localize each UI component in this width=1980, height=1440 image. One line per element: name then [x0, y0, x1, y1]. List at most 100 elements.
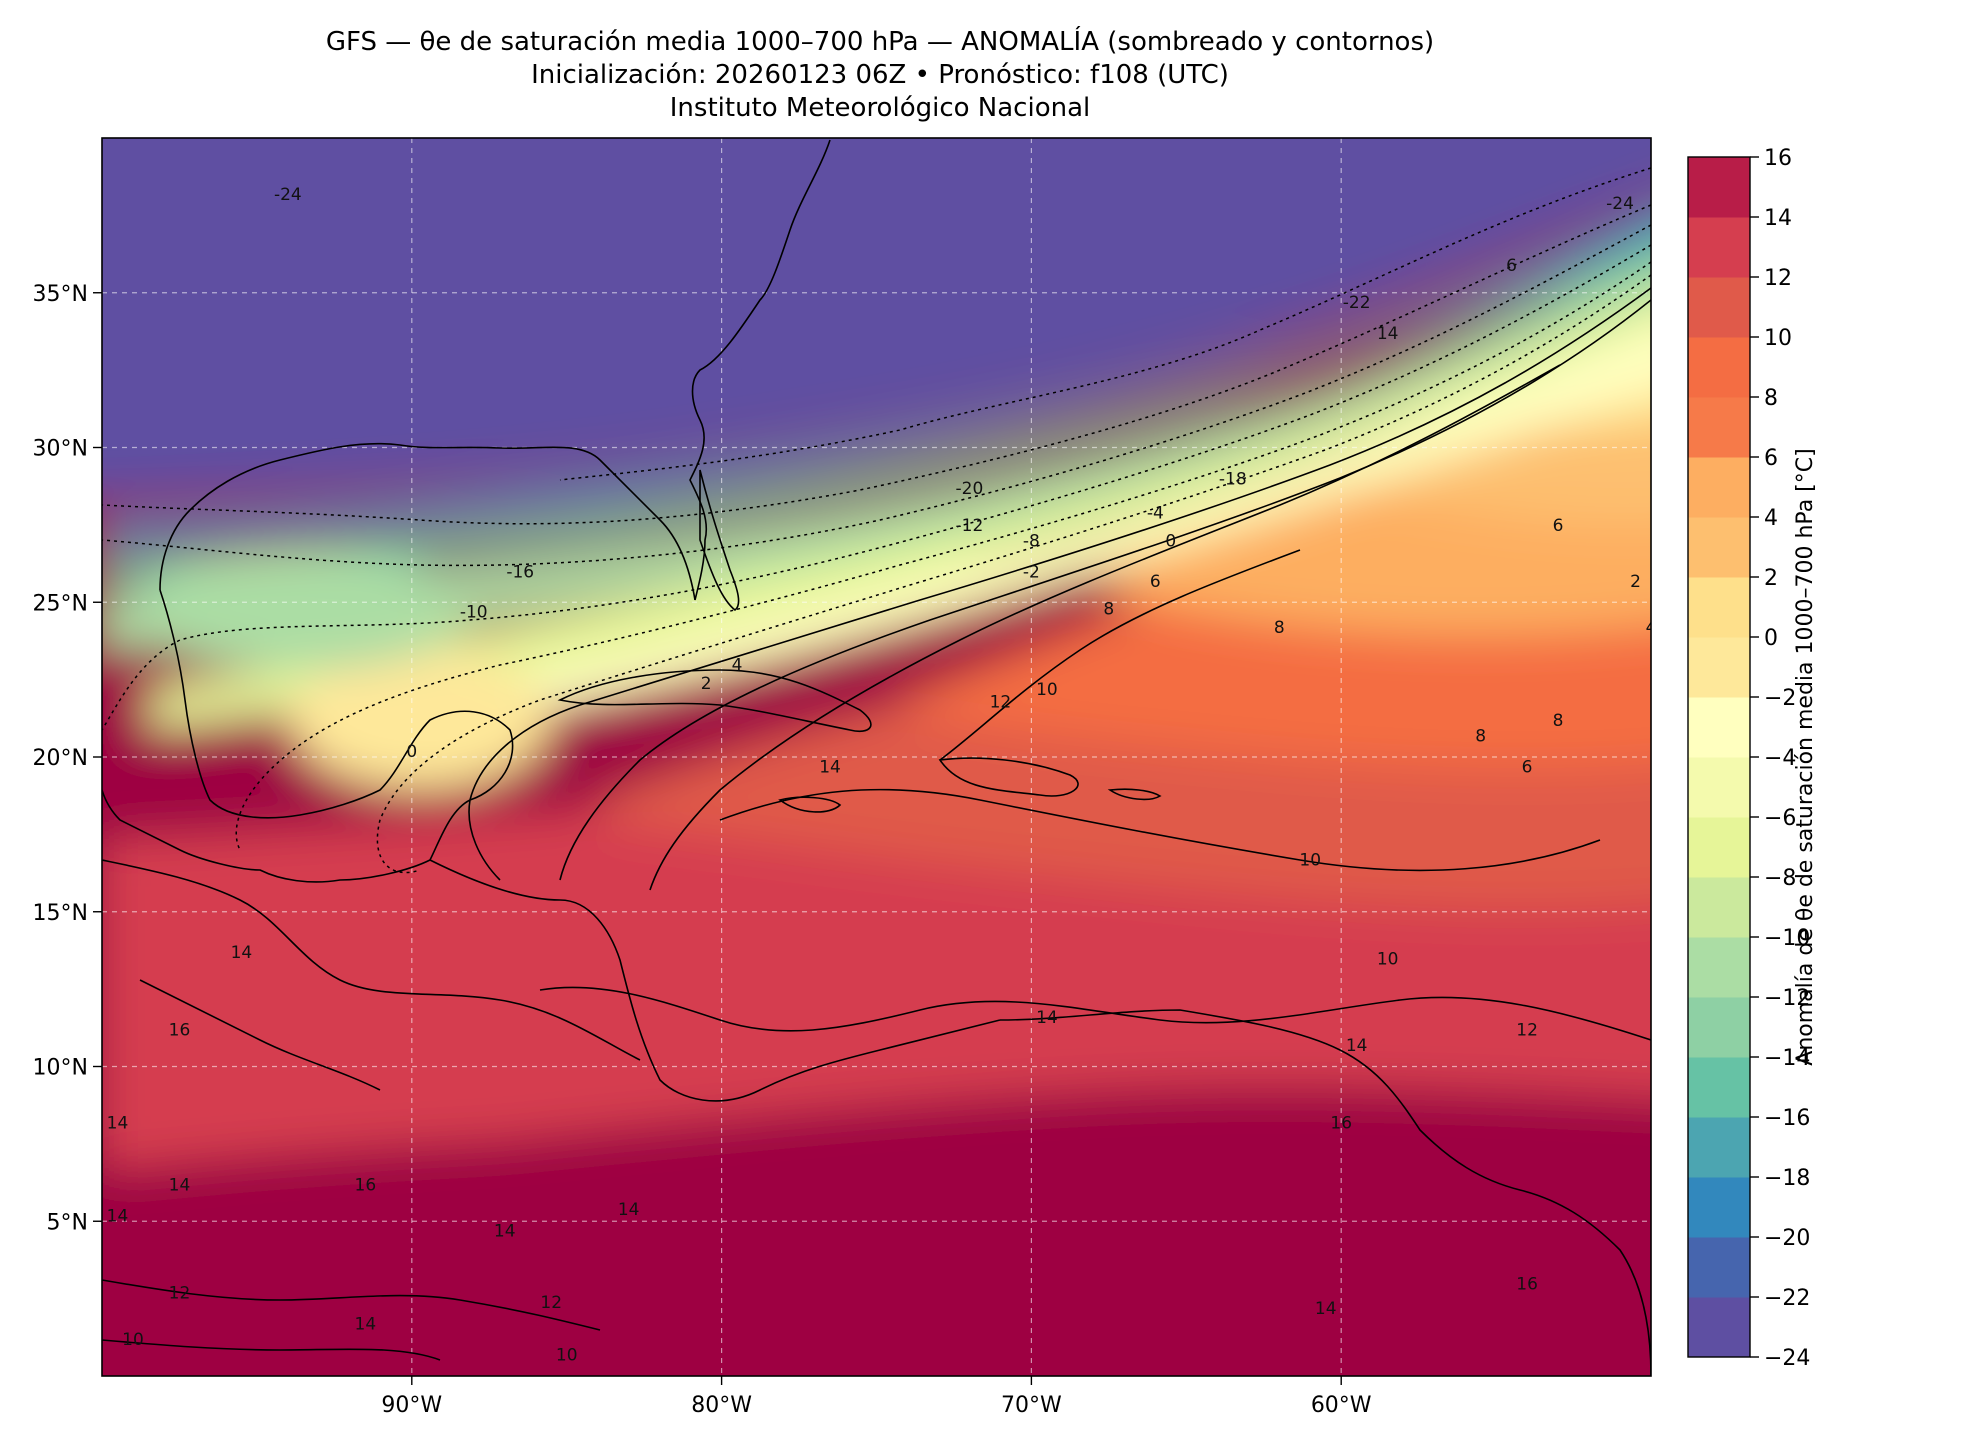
contour-20 [102, 204, 1651, 525]
contour-24 [559, 167, 1651, 481]
colorbar-segment [1688, 1297, 1750, 1358]
contour-label: -24 [1606, 194, 1634, 214]
contour-label: 14 [1346, 1036, 1368, 1056]
colorbar-tick-label: 6 [1764, 446, 1778, 471]
contour-12-pos [719, 788, 1601, 872]
colorbar-segment [1688, 817, 1750, 878]
contour-label: 14 [107, 1113, 129, 1133]
contour-12 [102, 244, 1651, 731]
colorbar-segment [1688, 1177, 1750, 1238]
contour-label: 8 [1475, 727, 1486, 747]
contour-14-west [102, 859, 641, 1061]
contour-label: 14 [819, 757, 841, 777]
field-band-9 [102, 241, 1651, 585]
colorbar-label: Anomalía de θe de saturación media 1000–… [1793, 448, 1818, 1065]
colorbar-segment [1688, 997, 1750, 1058]
y-tick-label: 20°N [33, 746, 88, 771]
contour-label: 12 [1516, 1021, 1538, 1041]
contour-label: -12 [956, 516, 984, 536]
contour-label: 14 [618, 1200, 640, 1220]
coastline-central-america [429, 859, 1001, 1102]
contour-label: 14 [494, 1222, 516, 1242]
contour-label: -18 [1219, 470, 1247, 490]
colorbar-tick-label: −6 [1764, 806, 1796, 831]
contour-label: 10 [1299, 850, 1321, 870]
colorbar-segment [1688, 277, 1750, 338]
contour-label: 6 [1506, 256, 1517, 276]
contour-label: 16 [355, 1175, 377, 1195]
contour-label: 16 [1516, 1274, 1538, 1294]
contour-label: -20 [956, 479, 984, 499]
colorbar-segment [1688, 217, 1750, 278]
coastline-us-east [689, 139, 831, 601]
colorbar-tick-label: −12 [1764, 986, 1810, 1011]
coastline-florida [699, 469, 740, 611]
map-title: GFS — θe de saturación media 1000–700 hP… [325, 27, 1435, 57]
contour-4-pos [559, 299, 1651, 881]
contour-12-west [102, 1279, 601, 1331]
colorbar-tick-label: −20 [1764, 1226, 1810, 1251]
colorbar-tick-label: 2 [1764, 566, 1778, 591]
colorbar-segment [1688, 1117, 1750, 1178]
y-tick-label: 5°N [47, 1210, 88, 1235]
contour-label: -4 [1147, 504, 1164, 524]
y-tick-label: 35°N [33, 282, 88, 307]
field-gulf [130, 550, 470, 670]
contour-label: -10 [460, 603, 488, 623]
colorbar-tick-label: −10 [1764, 926, 1810, 951]
contour-label: 12 [990, 692, 1012, 712]
contour-labels: -24-22-20-16-12-10-8-4-2002468-18146-246… [107, 185, 1651, 1366]
latitude-ticks: 35°N 30°N 25°N 20°N 15°N 10°N 5°N [33, 282, 102, 1235]
title-block: GFS — θe de saturación media 1000–700 hP… [100, 26, 1660, 125]
colorbar-tick-label: 14 [1764, 206, 1792, 231]
colorbar-segment [1688, 157, 1750, 218]
contour-label: 14 [1377, 324, 1399, 344]
y-tick-label: 30°N [33, 437, 88, 462]
map-panel: -24-22-20-16-12-10-8-4-2002468-18146-246… [33, 137, 1652, 1418]
y-tick-label: 15°N [33, 901, 88, 926]
contour-label: 2 [1630, 572, 1641, 592]
contour-label: 14 [1036, 1008, 1058, 1028]
contour-label: 2 [701, 674, 712, 694]
colorbar-segment [1688, 697, 1750, 758]
colorbar-tick-label: −24 [1764, 1346, 1810, 1371]
colorbar-segment [1688, 877, 1750, 938]
contour-0 [468, 287, 1651, 881]
contour-label: -24 [274, 185, 302, 205]
x-tick-label: 60°W [1311, 1393, 1372, 1418]
contour-14-pos [539, 986, 1651, 1041]
contour-4 [376, 274, 1651, 874]
contour-label: 14 [355, 1315, 377, 1335]
contour-label: 14 [1315, 1299, 1337, 1319]
colorbar-tick-label: −4 [1764, 746, 1796, 771]
map-subtitle: Inicialización: 20260123 06Z • Pronóstic… [531, 60, 1229, 90]
contour-label: 14 [231, 943, 253, 963]
coastlines [102, 139, 1651, 1376]
x-tick-label: 90°W [381, 1393, 442, 1418]
coastline-mexico [102, 589, 514, 883]
contour-label: 14 [169, 1175, 191, 1195]
colorbar-tick-label: −8 [1764, 866, 1796, 891]
contour-label: -2 [1023, 562, 1040, 582]
colorbar-tick-label: −14 [1764, 1046, 1810, 1071]
contour-label: 16 [169, 1021, 191, 1041]
x-tick-label: 80°W [691, 1393, 752, 1418]
contour-label: 0 [1165, 532, 1176, 552]
coastline-jamaica [778, 796, 842, 813]
coastline-south-america [999, 1009, 1651, 1376]
colorbar-segment [1688, 337, 1750, 398]
y-tick-label: 25°N [33, 591, 88, 616]
institution-name: Instituto Meteorológico Nacional [669, 93, 1091, 123]
contour-label: 8 [1553, 711, 1564, 731]
colorbar-segment [1688, 577, 1750, 638]
contour-label: 12 [169, 1284, 191, 1304]
field-band-6 [420, 314, 1651, 720]
field-band-10 [102, 210, 1651, 545]
colorbar-segment [1688, 757, 1750, 818]
contour-10-pos [939, 549, 1301, 761]
contour-label: 10 [1036, 680, 1058, 700]
colorbar-segment [1688, 457, 1750, 518]
contour-label: 16 [1330, 1113, 1352, 1133]
contour-label: 6 [1522, 757, 1533, 777]
